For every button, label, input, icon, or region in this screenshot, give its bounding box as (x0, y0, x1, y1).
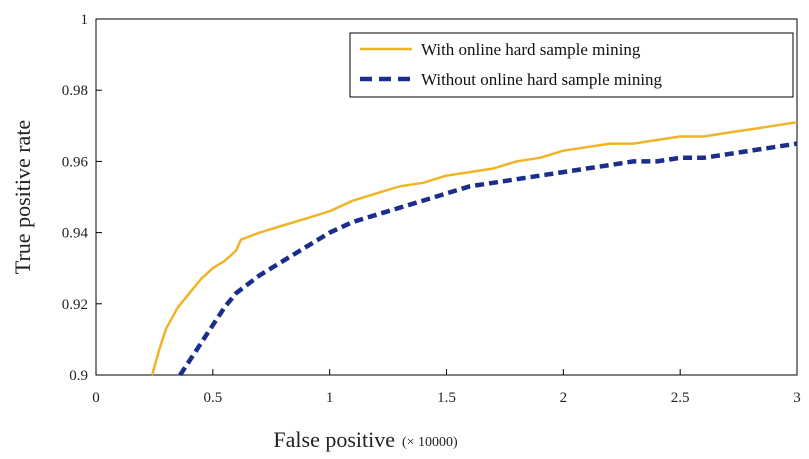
x-tick-label: 1 (326, 390, 334, 406)
x-axis-label: False positive (273, 427, 395, 452)
x-tick-label: 2 (560, 390, 568, 406)
y-tick-label: 0.94 (62, 226, 89, 242)
series-layer (150, 120, 798, 377)
x-tick-label: 1.5 (437, 390, 456, 406)
legend-label-with-mining: With online hard sample mining (421, 40, 641, 59)
y-tick-label: 1 (81, 12, 89, 28)
x-tick-label: 0 (92, 390, 100, 406)
y-tick-label: 0.96 (62, 154, 89, 170)
x-tick-label: 2.5 (671, 390, 690, 406)
y-axis: 0.9 0.92 0.94 0.96 0.98 1 (62, 12, 102, 384)
x-tick-label: 0.5 (203, 390, 222, 406)
legend: With online hard sample mining Without o… (349, 32, 794, 98)
series-line-without-mining (178, 141, 798, 377)
y-axis-label: True positive rate (10, 120, 35, 274)
y-tick-label: 0.98 (62, 83, 88, 99)
x-tick-label: 3 (793, 390, 801, 406)
y-tick-label: 0.92 (62, 297, 88, 313)
x-axis: 0 0.5 1 1.5 2 2.5 3 (92, 369, 801, 406)
series-line-with-mining (150, 120, 798, 376)
x-axis-unit: (× 10000) (402, 435, 458, 450)
legend-label-without-mining: Without online hard sample mining (421, 70, 663, 89)
y-tick-label: 0.9 (69, 368, 88, 384)
legend-box (349, 32, 794, 98)
